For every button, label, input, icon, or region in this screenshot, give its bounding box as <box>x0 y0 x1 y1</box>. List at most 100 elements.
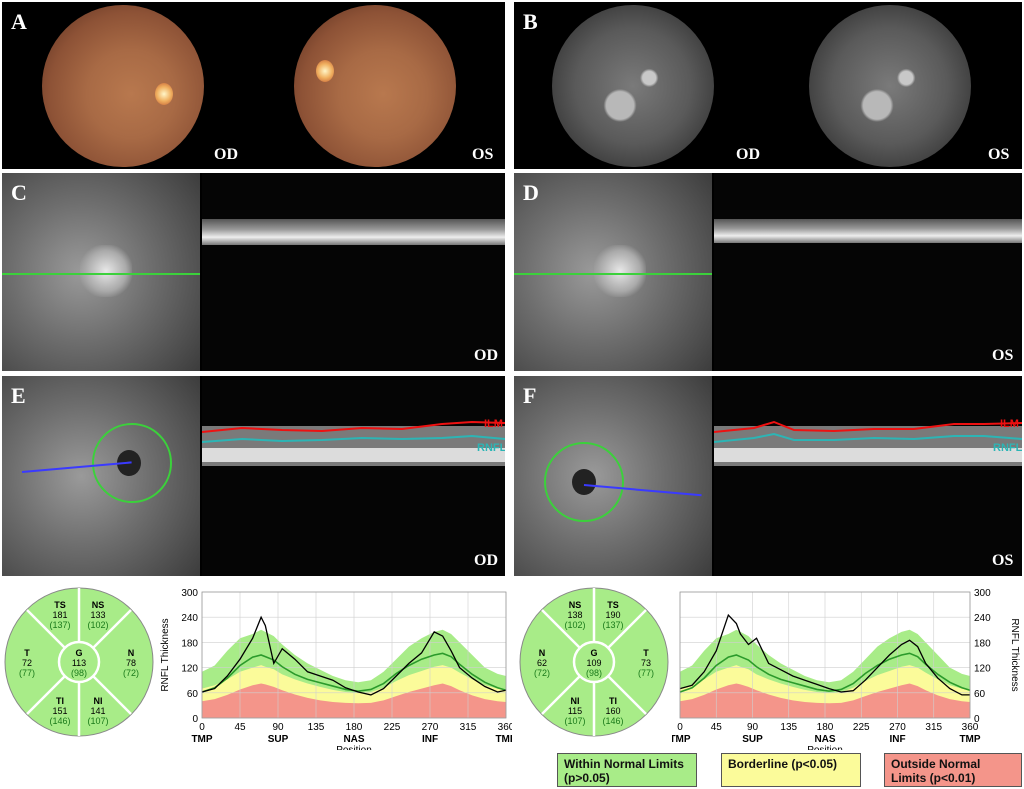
infrared-image <box>2 173 200 371</box>
sector-ns-normal: (102) <box>564 620 585 630</box>
sector-g-label: G <box>590 648 597 658</box>
sector-t-normal: (77) <box>638 668 654 678</box>
sector-ts-normal: (137) <box>49 620 70 630</box>
sector-g-normal: (98) <box>71 668 87 678</box>
y-tick-label: 120 <box>181 664 198 675</box>
sector-ni-value: 115 <box>568 706 582 716</box>
x-tick-label: 270 <box>422 722 439 733</box>
x-tick-label: 135 <box>308 722 325 733</box>
sector-ti-normal: (146) <box>49 716 70 726</box>
plot-frame <box>201 591 507 719</box>
sector-ts-label: TS <box>54 600 66 610</box>
x-tick-label: 360 <box>962 722 979 733</box>
sector-n-label: N <box>128 648 135 658</box>
plot-frame <box>679 591 971 719</box>
sector-ns-normal: (102) <box>87 620 108 630</box>
x-tick-label: 360 <box>498 722 512 733</box>
optic-disc <box>572 469 596 495</box>
region-label: TMP <box>495 734 512 745</box>
oct-scan: ILM RNFL <box>713 376 1022 576</box>
sector-g-normal: (98) <box>586 668 602 678</box>
optic-disc <box>155 83 173 105</box>
panel-letter: A <box>11 9 27 34</box>
region-label: SUP <box>268 734 289 745</box>
panel-d: D OS <box>514 173 1022 371</box>
oct-scan: ILM RNFL <box>201 376 505 576</box>
eye-label: OD <box>474 552 498 569</box>
sector-ts-value: 181 <box>52 610 67 620</box>
sector-t-value: 73 <box>641 658 651 668</box>
panel-letter: F <box>523 383 537 408</box>
y-tick-label: 240 <box>181 613 198 624</box>
y-tick-label: 240 <box>974 613 991 624</box>
scan-circle <box>544 442 624 522</box>
region-label: TMP <box>191 734 212 745</box>
oct-scan <box>714 173 1022 371</box>
sector-n-value: 62 <box>537 658 547 668</box>
panel-c: C OD <box>2 173 505 371</box>
panel-b: B OD OS <box>514 2 1022 169</box>
rnfl-label: RNFL <box>993 442 1022 454</box>
fundus-photo-od <box>42 5 204 167</box>
eye-label-od: OD <box>214 146 238 163</box>
legend-outside-label: Outside Normal Limits (p<0.01) <box>891 757 981 785</box>
sector-ti-value: 160 <box>605 706 620 716</box>
sector-ti-value: 151 <box>52 706 67 716</box>
sector-g-label: G <box>75 648 82 658</box>
y-tick-label: 60 <box>187 689 199 700</box>
retina-layer <box>202 219 505 245</box>
y-tick-label: 180 <box>181 638 198 649</box>
sector-ns-value: 138 <box>567 610 582 620</box>
angiogram-os <box>809 5 971 167</box>
ilm-label: ILM <box>484 418 503 430</box>
y-tick-label: 0 <box>974 714 980 725</box>
scan-line <box>514 273 712 275</box>
x-tick-label: 180 <box>817 722 834 733</box>
y-tick-label: 300 <box>181 588 198 599</box>
panel-letter: E <box>11 383 26 408</box>
x-tick-label: 45 <box>711 722 723 733</box>
eye-label: OD <box>474 347 498 364</box>
panel-e: ILM RNFL E OD <box>2 376 505 576</box>
sector-ns-label: NS <box>92 600 105 610</box>
infrared-image <box>514 376 712 576</box>
eye-label-os: OS <box>472 146 494 163</box>
eye-label-os: OS <box>988 146 1010 163</box>
sector-ni-normal: (107) <box>87 716 108 726</box>
panel-letter: C <box>11 180 27 205</box>
eye-label: OS <box>992 347 1014 364</box>
sector-n-label: N <box>539 648 546 658</box>
sector-n-value: 78 <box>126 658 136 668</box>
sector-ti-label: TI <box>56 696 64 706</box>
sector-diagram-od: TS 181 (137) NS 133 (102) T 72 (77) G 11… <box>4 587 154 737</box>
x-tick-label: 315 <box>925 722 942 733</box>
optic-disc <box>316 60 334 82</box>
lesion <box>80 245 132 297</box>
eye-label-od: OD <box>736 146 760 163</box>
x-tick-label: 225 <box>853 722 870 733</box>
x-tick-label: 90 <box>747 722 759 733</box>
region-label: INF <box>889 734 905 745</box>
y-axis-label: RNFL Thickness <box>160 618 171 691</box>
sector-g-value: 109 <box>586 658 601 668</box>
sector-n-normal: (72) <box>123 668 139 678</box>
sector-ts-normal: (137) <box>602 620 623 630</box>
sector-ti-normal: (146) <box>602 716 623 726</box>
legend-outside: Outside Normal Limits (p<0.01) <box>884 753 1022 787</box>
sector-ni-value: 141 <box>90 706 105 716</box>
sector-ts-label: TS <box>607 600 619 610</box>
legend-within-label: Within Normal Limits (p>0.05) <box>564 757 684 785</box>
oct-layers <box>201 420 505 466</box>
oct-scan <box>202 173 505 371</box>
measured-line <box>201 615 507 696</box>
y-tick-label: 180 <box>974 638 991 649</box>
y-axis-label: RNFL Thickness <box>1009 618 1020 691</box>
x-tick-label: 270 <box>889 722 906 733</box>
fundus-photo-os <box>294 5 456 167</box>
y-tick-label: 60 <box>974 689 986 700</box>
sector-ni-label: NI <box>571 696 580 706</box>
infrared-image <box>514 173 712 371</box>
y-tick-label: 0 <box>192 714 198 725</box>
